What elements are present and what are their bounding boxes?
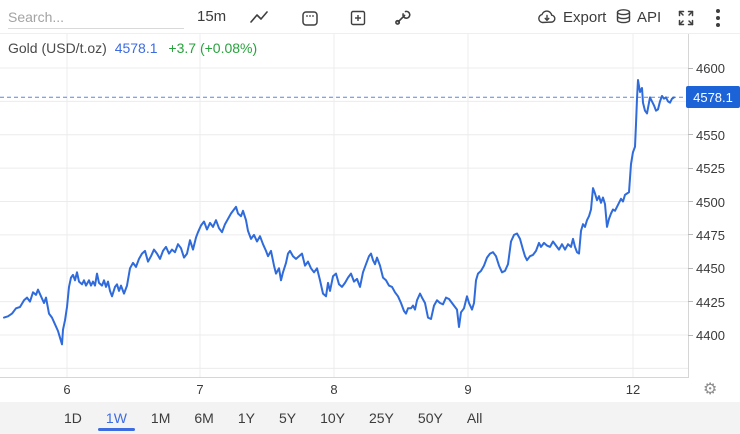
fullscreen-icon[interactable] bbox=[675, 7, 697, 29]
y-axis-tick bbox=[688, 167, 693, 169]
api-label: API bbox=[637, 8, 662, 26]
chart-type-line-icon[interactable] bbox=[248, 7, 270, 29]
timeframe-button-1w[interactable]: 1W bbox=[97, 402, 135, 434]
x-axis: 6 7 8 9 12 ⚙ bbox=[0, 377, 740, 402]
tools-wrench-icon[interactable] bbox=[391, 7, 413, 29]
price-line-series bbox=[3, 79, 675, 346]
timeframe-button-25y[interactable]: 25Y bbox=[361, 402, 402, 434]
symbol-name: Gold (USD/t.oz) bbox=[8, 40, 107, 56]
y-axis-label: 4400 bbox=[696, 328, 725, 343]
y-axis-tick bbox=[688, 334, 693, 336]
y-axis-tick bbox=[688, 267, 693, 269]
timeframe-button-5y[interactable]: 5Y bbox=[271, 402, 304, 434]
timeframe-button-1y[interactable]: 1Y bbox=[230, 402, 263, 434]
calendar-icon[interactable] bbox=[299, 7, 321, 29]
chart-area[interactable]: 4600 4550 4525 4500 4475 4450 4425 4400 Gold (U… bbox=[0, 34, 740, 377]
y-axis-border bbox=[688, 34, 689, 377]
last-price: 4578.1 bbox=[114, 40, 158, 56]
settings-gear-icon[interactable]: ⚙ bbox=[703, 379, 718, 398]
x-axis-label: 7 bbox=[196, 382, 204, 397]
timeframe-button-1d[interactable]: 1D bbox=[56, 402, 90, 434]
timeframe-button-10y[interactable]: 10Y bbox=[312, 402, 353, 434]
y-axis-tick bbox=[688, 301, 693, 303]
x-axis-label: 9 bbox=[464, 382, 472, 397]
timeframe-bar: 1D 1W 1M 6M 1Y 5Y 10Y 25Y 50Y All bbox=[0, 402, 740, 434]
price-line-chart[interactable] bbox=[0, 34, 688, 377]
timeframe-button-1m[interactable]: 1M bbox=[143, 402, 178, 434]
y-axis-label: 4500 bbox=[696, 194, 725, 210]
search-input[interactable] bbox=[8, 5, 184, 29]
y-axis-label: 4475 bbox=[696, 227, 725, 243]
timeframe-button-50y[interactable]: 50Y bbox=[410, 402, 451, 434]
export-label: Export bbox=[563, 8, 607, 26]
interval-selector[interactable]: 15m bbox=[197, 8, 227, 25]
export-button[interactable]: Export bbox=[536, 0, 606, 34]
y-axis-label: 4525 bbox=[696, 161, 725, 177]
x-axis-label: 8 bbox=[330, 382, 338, 397]
y-axis: 4600 4550 4525 4500 4475 4450 4425 4400 bbox=[688, 34, 740, 377]
timeframe-button-6m[interactable]: 6M bbox=[186, 402, 221, 434]
api-button[interactable]: API bbox=[615, 0, 661, 34]
export-cloud-icon bbox=[538, 10, 556, 24]
timeframe-button-all[interactable]: All bbox=[459, 402, 491, 434]
add-indicator-icon[interactable] bbox=[347, 7, 369, 29]
y-axis-label: 4450 bbox=[696, 261, 725, 277]
y-axis-tick bbox=[688, 201, 693, 202]
kebab-menu-icon[interactable] bbox=[711, 7, 725, 29]
x-axis-label: 6 bbox=[63, 382, 71, 397]
price-change: +3.7 (+0.08%) bbox=[168, 40, 258, 56]
top-toolbar: 15m bbox=[0, 0, 740, 34]
y-axis-tick bbox=[688, 67, 693, 69]
y-axis-label: 4600 bbox=[696, 61, 725, 76]
chart-legend: Gold (USD/t.oz) 4578.1 +3.7 (+0.08%) bbox=[8, 40, 257, 56]
y-axis-label: 4550 bbox=[696, 127, 725, 143]
y-axis-label: 4425 bbox=[696, 294, 725, 310]
x-axis-border bbox=[0, 377, 689, 378]
y-axis-tick bbox=[688, 234, 693, 236]
x-axis-label: 12 bbox=[625, 382, 641, 397]
y-axis-tick bbox=[688, 134, 693, 136]
api-database-icon bbox=[616, 8, 631, 23]
current-price-badge: 4578.1 bbox=[686, 86, 740, 109]
